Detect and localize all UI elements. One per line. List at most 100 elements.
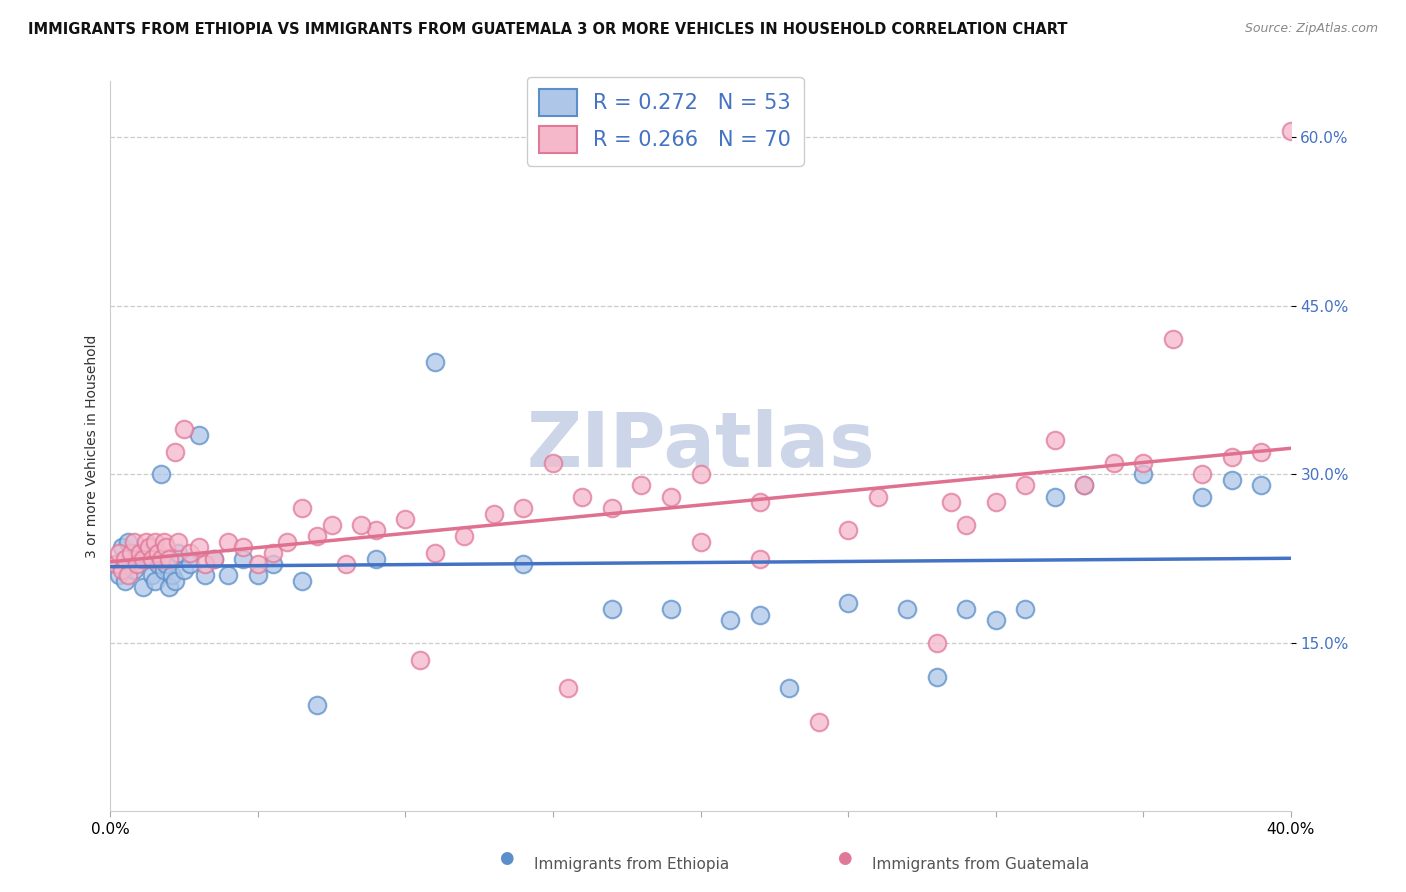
Point	[111, 541, 134, 555]
Point	[155, 541, 177, 555]
Point	[571, 490, 593, 504]
Point	[120, 546, 142, 560]
Point	[111, 563, 134, 577]
Point	[807, 714, 830, 729]
Point	[143, 534, 166, 549]
Point	[1220, 450, 1243, 465]
Point	[350, 517, 373, 532]
Point	[105, 557, 128, 571]
Point	[162, 568, 184, 582]
Point	[132, 551, 155, 566]
Point	[246, 568, 269, 582]
Point	[335, 557, 357, 571]
Point	[108, 546, 131, 560]
Point	[409, 653, 432, 667]
Point	[202, 551, 225, 566]
Point	[149, 467, 172, 482]
Point	[748, 551, 770, 566]
Text: Immigrants from Ethiopia: Immigrants from Ethiopia	[534, 857, 730, 872]
Point	[482, 507, 505, 521]
Point	[600, 500, 623, 515]
Point	[135, 546, 157, 560]
Point	[600, 602, 623, 616]
Point	[1043, 434, 1066, 448]
Text: IMMIGRANTS FROM ETHIOPIA VS IMMIGRANTS FROM GUATEMALA 3 OR MORE VEHICLES IN HOUS: IMMIGRANTS FROM ETHIOPIA VS IMMIGRANTS F…	[28, 22, 1067, 37]
Point	[925, 636, 948, 650]
Point	[217, 568, 239, 582]
Point	[866, 490, 889, 504]
Text: Immigrants from Guatemala: Immigrants from Guatemala	[872, 857, 1090, 872]
Point	[541, 456, 564, 470]
Point	[557, 681, 579, 695]
Point	[120, 557, 142, 571]
Point	[718, 613, 741, 627]
Point	[1161, 332, 1184, 346]
Point	[173, 563, 195, 577]
Point	[149, 551, 172, 566]
Point	[143, 574, 166, 588]
Point	[1073, 478, 1095, 492]
Point	[122, 534, 145, 549]
Point	[146, 557, 169, 571]
Point	[453, 529, 475, 543]
Text: ●: ●	[837, 849, 851, 867]
Point	[659, 490, 682, 504]
Point	[305, 698, 328, 712]
Y-axis label: 3 or more Vehicles in Household: 3 or more Vehicles in Household	[86, 334, 100, 558]
Point	[778, 681, 800, 695]
Point	[232, 551, 254, 566]
Point	[167, 534, 190, 549]
Point	[262, 546, 284, 560]
Point	[689, 467, 711, 482]
Point	[157, 551, 180, 566]
Point	[1250, 444, 1272, 458]
Point	[152, 534, 174, 549]
Point	[984, 613, 1007, 627]
Point	[117, 568, 139, 582]
Point	[1132, 456, 1154, 470]
Point	[1191, 490, 1213, 504]
Point	[423, 546, 446, 560]
Point	[129, 546, 152, 560]
Point	[837, 597, 859, 611]
Point	[122, 563, 145, 577]
Point	[262, 557, 284, 571]
Point	[896, 602, 918, 616]
Point	[125, 546, 148, 560]
Point	[114, 574, 136, 588]
Point	[1250, 478, 1272, 492]
Point	[141, 568, 163, 582]
Point	[1220, 473, 1243, 487]
Point	[179, 546, 201, 560]
Text: ●: ●	[499, 849, 513, 867]
Point	[984, 495, 1007, 509]
Point	[141, 551, 163, 566]
Point	[748, 607, 770, 622]
Point	[246, 557, 269, 571]
Point	[217, 534, 239, 549]
Point	[152, 563, 174, 577]
Point	[512, 500, 534, 515]
Point	[155, 557, 177, 571]
Point	[146, 546, 169, 560]
Point	[748, 495, 770, 509]
Legend: R = 0.272   N = 53, R = 0.266   N = 70: R = 0.272 N = 53, R = 0.266 N = 70	[527, 77, 804, 166]
Point	[138, 541, 160, 555]
Point	[114, 551, 136, 566]
Point	[364, 524, 387, 538]
Point	[423, 355, 446, 369]
Point	[305, 529, 328, 543]
Point	[117, 534, 139, 549]
Point	[132, 580, 155, 594]
Point	[1014, 478, 1036, 492]
Point	[167, 546, 190, 560]
Text: ZIPatlas: ZIPatlas	[526, 409, 875, 483]
Point	[187, 428, 209, 442]
Point	[1279, 124, 1302, 138]
Point	[1132, 467, 1154, 482]
Point	[179, 557, 201, 571]
Point	[165, 444, 187, 458]
Point	[173, 422, 195, 436]
Point	[1073, 478, 1095, 492]
Point	[321, 517, 343, 532]
